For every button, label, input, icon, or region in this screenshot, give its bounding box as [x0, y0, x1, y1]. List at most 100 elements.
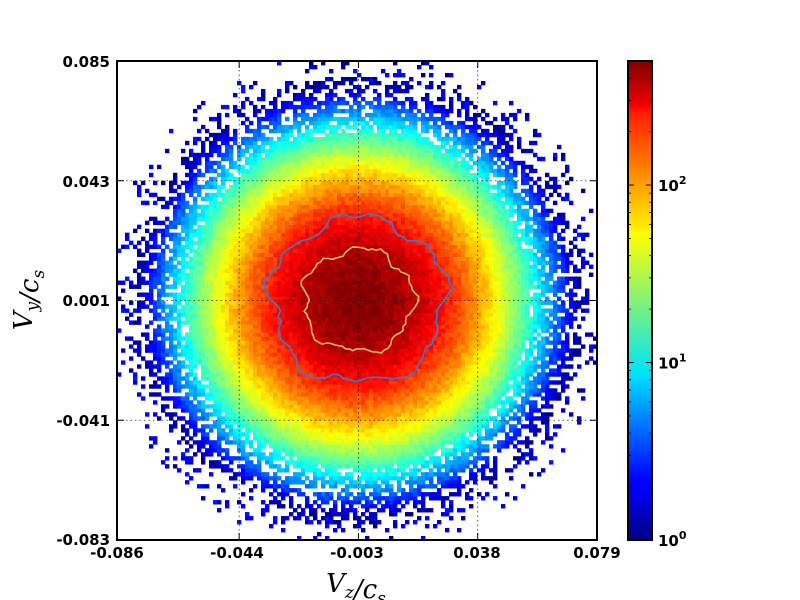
heatmap-cell	[353, 168, 358, 174]
heatmap-cell	[333, 460, 338, 465]
heatmap-cell	[229, 456, 234, 461]
heatmap-cell	[277, 484, 282, 489]
heatmap-cell	[205, 368, 210, 373]
heatmap-cell	[245, 460, 250, 465]
heatmap-cell	[333, 344, 338, 349]
heatmap-cell	[297, 328, 302, 333]
heatmap-cell	[377, 296, 382, 301]
heatmap-cell	[305, 296, 310, 301]
heatmap-cell	[365, 408, 370, 413]
heatmap-cell	[145, 424, 150, 429]
heatmap-cell	[265, 164, 270, 170]
heatmap-cell	[221, 416, 226, 421]
heatmap-cell	[309, 96, 314, 102]
heatmap-cell	[137, 364, 142, 369]
heatmap-cell	[369, 332, 374, 337]
heatmap-cell	[309, 272, 314, 277]
heatmap-cell	[349, 232, 354, 238]
heatmap-cell	[157, 300, 162, 305]
heatmap-cell	[225, 440, 230, 445]
heatmap-cell	[157, 288, 162, 293]
heatmap-cell	[361, 356, 366, 361]
heatmap-cell	[129, 280, 134, 285]
heatmap-cell	[369, 280, 374, 285]
heatmap-cell	[241, 212, 246, 218]
heatmap-cell	[225, 296, 230, 301]
heatmap-cell	[357, 120, 362, 126]
heatmap-cell	[253, 296, 258, 301]
heatmap-cell	[189, 168, 194, 174]
heatmap-cell	[293, 336, 298, 341]
heatmap-cell	[277, 376, 282, 381]
heatmap-cell	[213, 448, 218, 453]
heatmap-cell	[373, 204, 378, 210]
heatmap-cell	[273, 284, 278, 289]
heatmap-cell	[373, 452, 378, 457]
heatmap-cell	[313, 384, 318, 389]
heatmap-cell	[333, 316, 338, 321]
heatmap-cell	[213, 280, 218, 285]
heatmap-cell	[329, 284, 334, 289]
heatmap-cell	[213, 332, 218, 337]
heatmap-cell	[301, 184, 306, 190]
heatmap-cell	[185, 276, 190, 281]
heatmap-cell	[189, 296, 194, 301]
heatmap-cell	[377, 468, 382, 473]
heatmap-cell	[253, 176, 258, 182]
heatmap-cell	[377, 364, 382, 369]
heatmap-cell	[265, 140, 270, 146]
heatmap-cell	[229, 244, 234, 250]
heatmap-cell	[317, 212, 322, 218]
heatmap-cell	[281, 416, 286, 421]
heatmap-cell	[329, 272, 334, 277]
heatmap-cell	[245, 400, 250, 405]
heatmap-cell	[265, 272, 270, 277]
heatmap-cell	[301, 452, 306, 457]
heatmap-cell	[297, 416, 302, 421]
heatmap-cell	[209, 204, 214, 210]
heatmap-cell	[233, 396, 238, 401]
heatmap-cell	[365, 448, 370, 453]
heatmap-cell	[265, 368, 270, 373]
heatmap-cell	[233, 368, 238, 373]
heatmap-cell	[305, 280, 310, 285]
heatmap-cell	[297, 332, 302, 337]
heatmap-cell	[169, 360, 174, 365]
heatmap-cell	[189, 444, 194, 449]
heatmap-cell	[229, 404, 234, 409]
heatmap-cell	[369, 436, 374, 441]
heatmap-cell	[249, 308, 254, 313]
heatmap-cell	[341, 388, 346, 393]
heatmap-cell	[249, 360, 254, 365]
heatmap-cell	[341, 412, 346, 417]
heatmap-cell	[165, 284, 170, 289]
heatmap-cell	[357, 312, 362, 317]
heatmap-cell	[173, 280, 178, 285]
heatmap-cell	[233, 324, 238, 329]
heatmap-cell	[361, 296, 366, 301]
heatmap-cell	[185, 332, 190, 337]
heatmap-cell	[285, 228, 290, 234]
heatmap-cell	[245, 432, 250, 437]
heatmap-cell	[209, 372, 214, 377]
heatmap-cell	[197, 300, 202, 305]
heatmap-cell	[225, 360, 230, 365]
heatmap-cell	[345, 260, 350, 265]
heatmap-cell	[333, 204, 338, 210]
heatmap-cell	[265, 180, 270, 186]
heatmap-cell	[285, 132, 290, 138]
heatmap-cell	[217, 252, 222, 257]
heatmap-cell	[313, 508, 318, 513]
heatmap-cell	[189, 220, 194, 226]
heatmap-cell	[261, 408, 266, 413]
heatmap-cell	[325, 368, 330, 373]
heatmap-cell	[181, 436, 186, 441]
heatmap-cell	[317, 416, 322, 421]
heatmap-cell	[225, 464, 230, 469]
heatmap-cell	[241, 404, 246, 409]
heatmap-cell	[313, 148, 318, 154]
heatmap-cell	[209, 244, 214, 250]
heatmap-cell	[145, 324, 150, 329]
heatmap-cell	[261, 164, 266, 170]
heatmap-cell	[309, 464, 314, 469]
